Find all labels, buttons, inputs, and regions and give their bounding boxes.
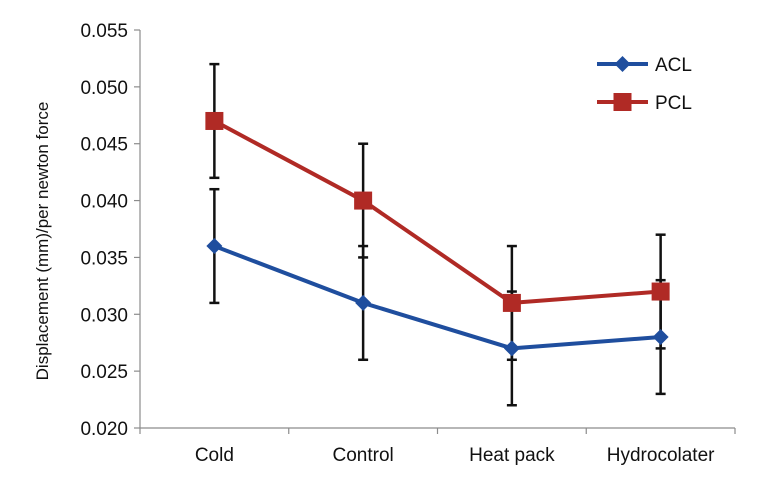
y-tick-label: 0.035 — [80, 248, 128, 269]
x-tick-label: Control — [333, 445, 394, 466]
y-tick-label: 0.020 — [80, 419, 128, 440]
axes — [134, 29, 736, 434]
y-tick-label: 0.025 — [80, 362, 128, 383]
data-point-pcl — [502, 293, 521, 312]
tick-labels: 0.020 0.025 0.030 0.035 0.040 0.045 0.050 0.055… — [80, 21, 715, 466]
y-tick-label: 0.030 — [80, 305, 128, 326]
error-bars — [209, 62, 666, 407]
x-tick-label: Heat pack — [469, 445, 555, 466]
legend-marker-acl — [614, 56, 631, 72]
data-point-pcl — [205, 111, 224, 130]
data-point-acl — [652, 329, 669, 346]
y-tick-label: 0.050 — [80, 78, 128, 99]
legend: ACL PCL — [597, 55, 692, 114]
data-point-acl — [503, 340, 520, 357]
series-group — [205, 111, 670, 357]
y-tick-label: 0.055 — [80, 21, 128, 42]
x-tick-label: Hydrocolater — [607, 445, 715, 466]
data-point-pcl — [651, 282, 670, 301]
y-tick-label: 0.045 — [80, 135, 128, 156]
data-point-acl — [355, 294, 372, 311]
x-tick-label: Cold — [195, 445, 234, 466]
legend-marker-pcl — [613, 93, 632, 111]
legend-label-acl: ACL — [655, 55, 692, 76]
series-line-pcl — [213, 119, 661, 305]
legend-label-pcl: PCL — [655, 93, 692, 114]
y-tick-label: 0.040 — [80, 192, 128, 213]
series-line-acl — [213, 244, 661, 351]
data-point-pcl — [354, 191, 373, 210]
y-axis-title: Displacement (mm)/per newton force — [33, 102, 52, 381]
data-point-acl — [206, 238, 223, 255]
